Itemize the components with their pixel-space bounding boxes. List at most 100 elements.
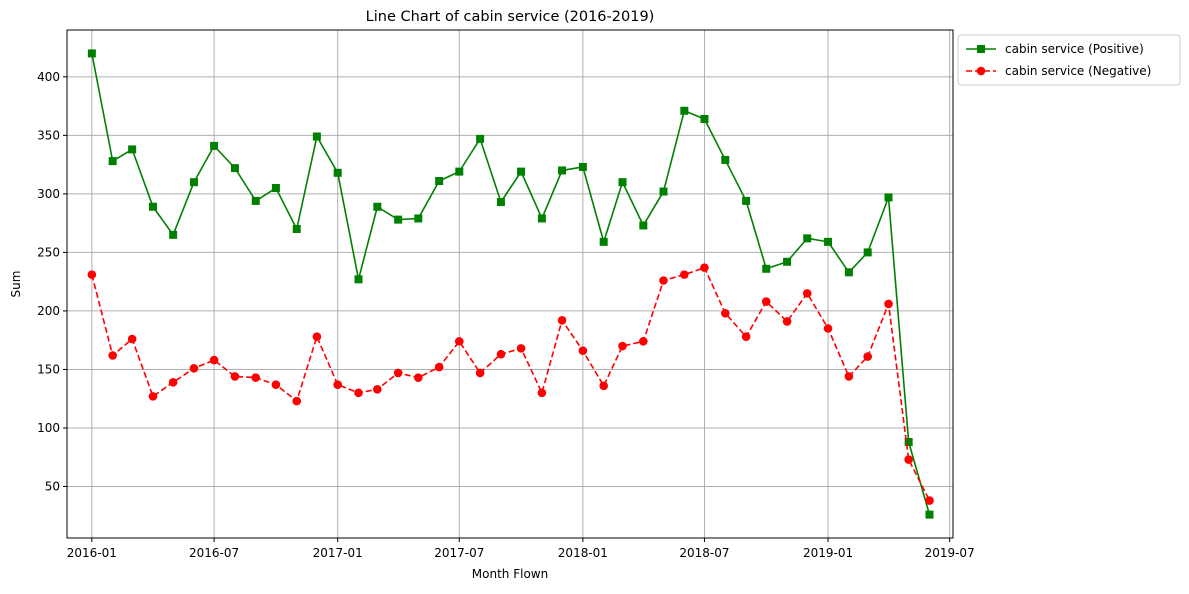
data-point-circle (354, 388, 363, 398)
data-point-square (742, 196, 751, 205)
data-point-square (476, 134, 485, 143)
x-tick-label: 2018-01 (558, 546, 608, 560)
data-point-circle (720, 308, 730, 318)
series-line (91, 266, 931, 501)
data-point-circle (802, 289, 812, 298)
y-tick-label: 300 (37, 187, 60, 201)
data-point-circle (680, 270, 689, 279)
y-axis: 50 100 150 200 250 300 350 400 (37, 70, 67, 493)
data-point-square (271, 184, 280, 193)
data-point-circle (884, 299, 893, 309)
data-point-square (333, 168, 342, 177)
data-point-circle (414, 373, 423, 382)
data-point-circle (761, 297, 771, 306)
legend-marker-square (977, 45, 985, 53)
data-point-square (148, 202, 157, 211)
data-point-circle (209, 355, 219, 365)
data-point-circle (618, 341, 627, 351)
x-tick-label: 2019-01 (803, 546, 853, 560)
y-tick-label: 150 (37, 362, 60, 376)
data-point-square (599, 237, 608, 246)
data-point-circle (904, 455, 913, 464)
y-tick-label: 400 (37, 70, 60, 84)
data-point-circle (230, 372, 240, 381)
x-tick-label: 2018-07 (679, 546, 729, 560)
series-negative (87, 263, 934, 505)
data-point-square (680, 106, 689, 115)
data-point-circle (148, 392, 158, 401)
data-point-square (884, 193, 893, 202)
x-tick-label: 2016-01 (67, 546, 117, 560)
data-point-square (108, 157, 117, 166)
data-point-square (517, 167, 526, 176)
data-point-square (251, 196, 260, 205)
data-point-circle (557, 315, 567, 325)
data-point-square (292, 224, 301, 233)
y-tick-label: 350 (37, 128, 60, 142)
data-point-circle (700, 263, 709, 272)
x-tick-label: 2019-07 (925, 546, 975, 560)
data-point-circle (333, 380, 343, 389)
data-point-square (537, 214, 546, 223)
data-point-square (925, 510, 934, 519)
data-point-square (639, 221, 648, 230)
x-axis-label: Month Flown (472, 567, 548, 581)
data-point-square (578, 162, 587, 171)
series-positive (87, 49, 934, 519)
data-point-circle (292, 396, 302, 406)
data-point-square (373, 202, 382, 211)
legend-item: cabin service (Negative) (966, 64, 1151, 78)
data-point-circle (537, 388, 547, 398)
data-point-square (783, 257, 792, 266)
legend-marker-circle (976, 66, 986, 76)
data-point-square (558, 166, 567, 175)
legend-label: cabin service (Negative) (1005, 64, 1151, 78)
data-point-square (189, 178, 198, 187)
y-tick-label: 50 (45, 479, 60, 493)
data-point-circle (823, 324, 833, 333)
data-point-square (210, 141, 219, 150)
data-point-circle (434, 362, 444, 372)
data-point-circle (844, 372, 854, 381)
y-tick-label: 250 (37, 245, 60, 259)
data-point-square (354, 275, 363, 284)
plot-frame (66, 29, 954, 539)
legend: cabin service (Positive) cabin service (N… (957, 34, 1181, 86)
data-point-circle (639, 337, 648, 346)
data-point-circle (251, 373, 261, 382)
data-point-circle (599, 381, 609, 391)
data-point-square (435, 176, 444, 185)
data-point-square (803, 234, 812, 243)
data-point-square (863, 248, 872, 257)
data-point-circle (741, 332, 751, 341)
data-point-circle (271, 380, 281, 389)
data-point-circle (659, 276, 668, 285)
data-point-circle (168, 378, 178, 387)
legend-item: cabin service (Positive) (966, 42, 1144, 56)
data-point-circle (454, 337, 464, 346)
data-point-circle (516, 344, 526, 353)
data-point-square (394, 215, 403, 224)
data-point-square (496, 198, 505, 207)
data-point-square (230, 164, 239, 173)
data-point-square (659, 187, 668, 196)
data-point-square (904, 438, 913, 447)
data-point-circle (373, 385, 382, 394)
data-point-square (169, 230, 178, 239)
data-point-circle (127, 334, 137, 344)
data-point-square (128, 145, 137, 154)
data-point-circle (475, 368, 485, 378)
x-tick-label: 2017-07 (434, 546, 484, 560)
grid-lines (67, 30, 953, 538)
y-tick-label: 200 (37, 304, 60, 318)
y-axis-label: Sum (9, 271, 23, 298)
legend-label: cabin service (Positive) (1005, 42, 1144, 56)
data-point-square (762, 264, 771, 273)
data-point-circle (393, 368, 403, 378)
data-point-square (700, 114, 709, 123)
data-point-square (455, 167, 464, 176)
y-tick-label: 100 (37, 421, 60, 435)
series-line (91, 53, 931, 515)
